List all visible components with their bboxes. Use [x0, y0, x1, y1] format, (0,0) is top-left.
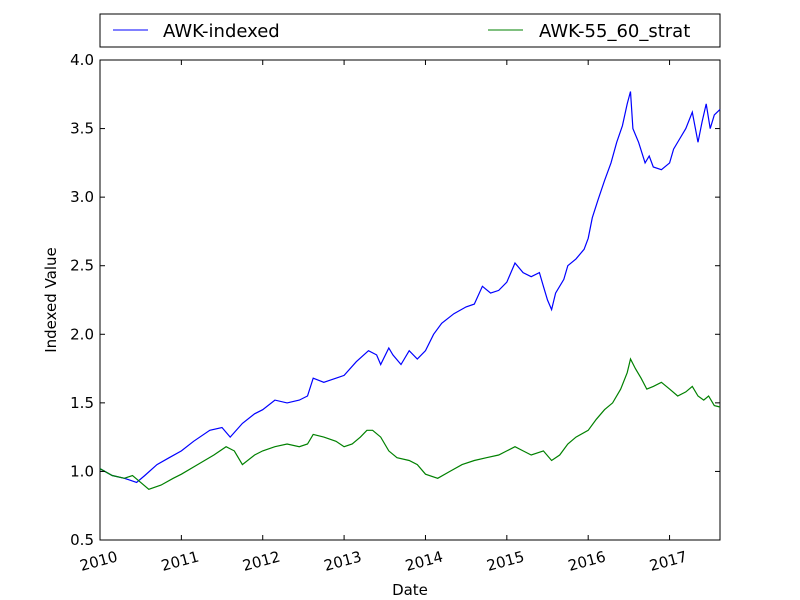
legend: AWK-indexed AWK-55_60_strat [99, 13, 721, 48]
x-tick-label: 2012 [241, 548, 283, 575]
series-line-awk-55-60-strat [99, 357, 721, 490]
y-axis: 0.5 1.0 1.5 2.0 2.5 3.0 3.5 4.0 [70, 51, 720, 549]
x-tick-label: 2013 [322, 548, 364, 575]
x-tick-label: 2017 [647, 548, 689, 575]
x-tick-label: 2011 [159, 548, 201, 575]
x-tick-label: 2015 [485, 548, 527, 575]
y-tick-label: 2.5 [70, 257, 94, 275]
y-tick-label: 4.0 [70, 51, 94, 69]
x-tick-label: 2014 [403, 548, 445, 575]
y-axis-title: Indexed Value [42, 247, 60, 353]
y-tick-label: 1.5 [70, 394, 94, 412]
y-tick-label: 2.0 [70, 325, 94, 343]
legend-label-1: AWK-indexed [163, 21, 280, 42]
y-tick-label: 3.0 [70, 188, 94, 206]
legend-label-2: AWK-55_60_strat [539, 21, 690, 42]
x-tick-label: 2010 [78, 548, 120, 575]
x-axis-title: Date [392, 581, 428, 599]
y-tick-label: 1.0 [70, 462, 94, 480]
series-group [99, 91, 721, 490]
y-tick-label: 0.5 [70, 531, 94, 549]
plot-area [99, 59, 721, 541]
x-tick-label: 2016 [566, 548, 608, 575]
legend-frame [99, 13, 721, 48]
y-tick-label: 3.5 [70, 120, 94, 138]
series-line-awk-indexed [99, 91, 721, 484]
